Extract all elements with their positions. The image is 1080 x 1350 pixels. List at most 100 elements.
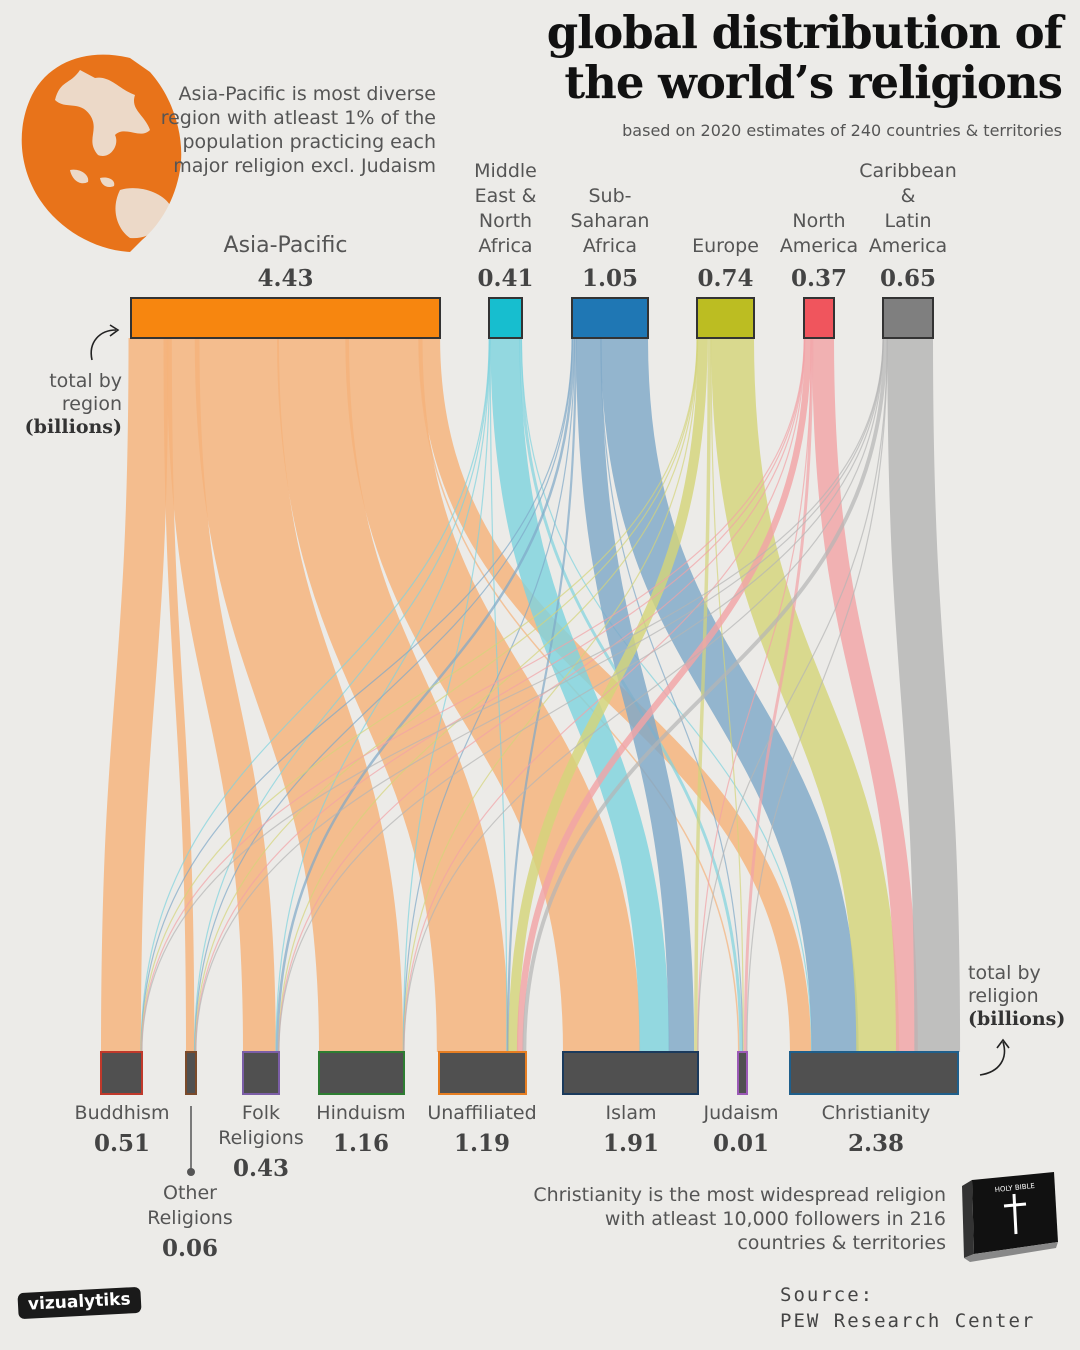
flow-1-4 <box>489 337 508 1053</box>
flow-3-3 <box>403 337 699 1053</box>
religion-node-3 <box>318 1051 405 1095</box>
religion-label-line-1: total by <box>968 962 1041 984</box>
region-node-0 <box>130 297 441 339</box>
religion-node-4 <box>438 1051 527 1095</box>
religion-label-4-line-0: Unaffiliated <box>427 1102 536 1124</box>
region-nodes <box>130 297 934 339</box>
total-by-region-label: total by region (billions) <box>10 370 122 439</box>
flow-4-2 <box>278 337 806 1053</box>
flow-1-1 <box>193 337 491 1053</box>
flow-0-4 <box>277 337 509 1053</box>
religion-label-7-line-0: Christianity <box>822 1102 931 1124</box>
region-label-line-1: total by <box>49 370 122 392</box>
religion-node-2 <box>242 1051 280 1095</box>
region-label-1-line-3: Africa <box>478 235 532 257</box>
bible-icon: HOLY BIBLE <box>962 1172 1058 1262</box>
flow-2-0 <box>140 337 573 1053</box>
region-label-3-line-0: Europe <box>692 235 759 257</box>
religion-arrow-head-icon <box>996 1038 1010 1049</box>
region-node-3 <box>696 297 755 339</box>
sankey-labels: Asia-Pacific 4.43 Middle East & North Africa 0… <box>75 160 957 1262</box>
flow-5-3 <box>403 337 884 1053</box>
region-label-2-line-0: Sub- <box>588 185 631 207</box>
flow-5-6 <box>746 337 888 1053</box>
region-value-0: 4.43 <box>257 265 313 292</box>
region-value-2: 1.05 <box>582 265 638 292</box>
flow-2-7 <box>600 337 859 1053</box>
region-label-5-line-2: Latin <box>885 210 932 232</box>
region-value-4: 0.37 <box>791 265 847 292</box>
religion-label-0-line-0: Buddhism <box>75 1102 170 1124</box>
flow-2-3 <box>402 337 576 1053</box>
flow-4-0 <box>141 337 805 1053</box>
religion-label-1-line-0: Other <box>163 1182 217 1204</box>
annotation-arrows <box>90 324 1010 1076</box>
flow-4-7 <box>812 337 918 1053</box>
religion-node-7 <box>789 1051 959 1095</box>
religion-value-0: 0.51 <box>94 1130 150 1157</box>
region-label-2-line-2: Africa <box>583 235 637 257</box>
flow-3-0 <box>140 337 698 1053</box>
flow-3-6 <box>710 337 744 1053</box>
flow-0-5 <box>345 337 641 1053</box>
religion-value-4: 1.19 <box>454 1130 510 1157</box>
region-label-5-line-3: America <box>869 235 947 257</box>
chart-subtitle: based on 2020 estimates of 240 countries… <box>622 121 1062 140</box>
christianity-annotation: Christianity is the most widespread reli… <box>533 1184 946 1254</box>
flow-4-1 <box>195 337 806 1053</box>
region-label-5-line-0: Caribbean <box>859 160 957 182</box>
flow-1-0 <box>140 337 490 1053</box>
region-arrow-icon <box>90 329 117 361</box>
flow-5-4 <box>522 337 888 1053</box>
flow-5-0 <box>141 337 884 1053</box>
religion-value-1: 0.06 <box>162 1235 218 1262</box>
flow-5-2 <box>278 337 884 1053</box>
religion-label-6-line-0: Judaism <box>702 1102 778 1124</box>
other-religions-leader-dot <box>187 1168 195 1176</box>
region-label-0-line-0: Asia-Pacific <box>224 233 348 258</box>
source-credit: Source: PEW Research Center <box>780 1282 1070 1334</box>
religion-node-1 <box>185 1051 197 1095</box>
region-arrow-head-icon <box>109 324 120 337</box>
flow-0-0 <box>101 337 169 1053</box>
religion-label-1-line-1: Religions <box>147 1207 233 1229</box>
flow-3-7 <box>711 337 900 1053</box>
flow-0-1 <box>163 337 195 1053</box>
region-label-1-line-1: East & <box>475 185 537 207</box>
region-label-4-line-1: America <box>780 235 858 257</box>
title-line-1: global distribution of <box>546 6 1063 59</box>
religion-value-6: 0.01 <box>713 1130 769 1157</box>
religion-value-3: 1.16 <box>333 1130 389 1157</box>
region-node-1 <box>488 297 523 339</box>
religion-label-2-line-0: Folk <box>242 1102 280 1124</box>
flow-4-3 <box>403 337 806 1053</box>
flow-2-6 <box>600 337 744 1053</box>
total-by-religion-label: total by religion (billions) <box>968 962 1076 1031</box>
region-label-4-line-0: North <box>792 210 845 232</box>
religion-node-6 <box>737 1051 748 1095</box>
religion-arrow-icon <box>979 1041 1006 1076</box>
religion-label-unit: (billions) <box>968 1008 1066 1030</box>
flow-4-5 <box>697 337 813 1053</box>
flow-4-4 <box>516 337 812 1053</box>
religion-value-2: 0.43 <box>233 1155 289 1182</box>
religion-value-5: 1.91 <box>603 1130 659 1157</box>
flow-2-1 <box>194 337 573 1053</box>
region-value-3: 0.74 <box>697 265 753 292</box>
religion-label-5-line-0: Islam <box>606 1102 657 1124</box>
chart-title: global distribution of the world’s relig… <box>422 6 1063 109</box>
religion-node-5 <box>562 1051 699 1095</box>
title-line-2: the world’s religions <box>564 56 1063 109</box>
region-label-1-line-2: North <box>479 210 532 232</box>
flow-4-6 <box>743 337 814 1053</box>
globe-icon <box>21 54 182 253</box>
religion-label-line-2: religion <box>968 985 1039 1007</box>
region-node-4 <box>803 297 835 339</box>
region-label-5-line-1: & <box>901 185 916 207</box>
flow-3-1 <box>194 337 698 1053</box>
region-label-line-2: region <box>61 393 122 415</box>
flow-5-7 <box>887 337 961 1053</box>
source-name: PEW Research Center <box>780 1310 1036 1332</box>
region-node-5 <box>882 297 934 339</box>
